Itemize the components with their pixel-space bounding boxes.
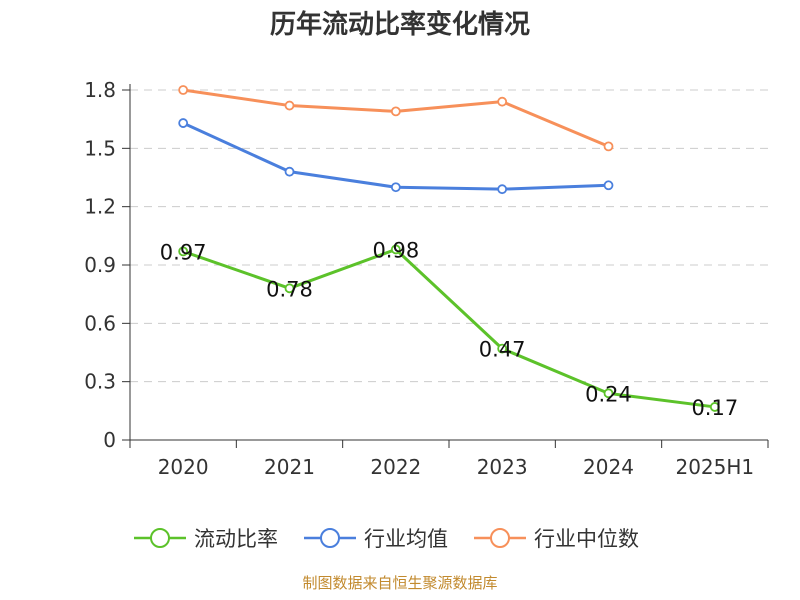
legend-marker [320,528,340,548]
series-line [182,88,610,148]
source-note: 制图数据来自恒生聚源数据库 [302,574,497,592]
data-label: 0.17 [691,396,738,420]
data-point [603,388,614,399]
series-line [182,121,609,191]
y-tick-label: 0 [103,428,116,452]
y-tick-label: 0.6 [84,311,116,335]
legend-label: 流动比率 [194,527,278,551]
data-label: 0.24 [585,382,632,406]
data-point [284,166,295,177]
data-point [603,141,614,152]
data-point [709,402,720,412]
data-point [178,118,189,128]
data-point [497,96,508,107]
legend-label: 行业中位数 [534,527,639,551]
x-tick-label: 2024 [583,455,634,479]
y-tick-label: 1.2 [84,195,116,219]
data-point [497,343,508,354]
data-label: 0.78 [266,277,313,301]
data-point [497,184,508,195]
chart-title: 历年流动比率变化情况 [270,9,530,40]
axis-layer: 0 0.3 0.6 0.9 1.2 1.5 1.8 2020 2021 2022 2023 2024 2… [84,78,769,479]
y-tick-label: 0.9 [84,253,116,277]
grid-layer [130,89,768,383]
series-line [182,247,716,409]
data-point [284,100,295,111]
legend-marker [150,528,170,548]
legend-label: 行业均值 [364,527,448,551]
y-tick-label: 1.5 [84,136,116,160]
y-tick-label: 0.3 [84,370,116,394]
legend: 流动比率 行业均值 行业中位数 [134,527,639,551]
data-point [390,106,401,117]
data-label: 0.47 [479,338,526,362]
data-label: 0.97 [160,240,207,264]
data-point [390,244,401,255]
data-label-layer: 0.97 0.78 0.98 0.47 0.24 0.17 [160,238,738,420]
x-tick-label: 2020 [158,455,209,479]
series-layer [178,85,720,412]
data-point [603,180,614,191]
legend-marker [490,528,510,548]
data-point [178,246,189,257]
data-point [390,182,401,193]
y-tick-label: 1.8 [84,78,116,102]
data-label: 0.98 [372,238,419,262]
x-tick-label: 2021 [264,455,315,479]
data-point [178,85,189,95]
x-tick-label: 2025H1 [675,455,754,479]
x-tick-label: 2023 [477,455,528,479]
data-point [284,283,295,294]
x-tick-label: 2022 [370,455,421,479]
